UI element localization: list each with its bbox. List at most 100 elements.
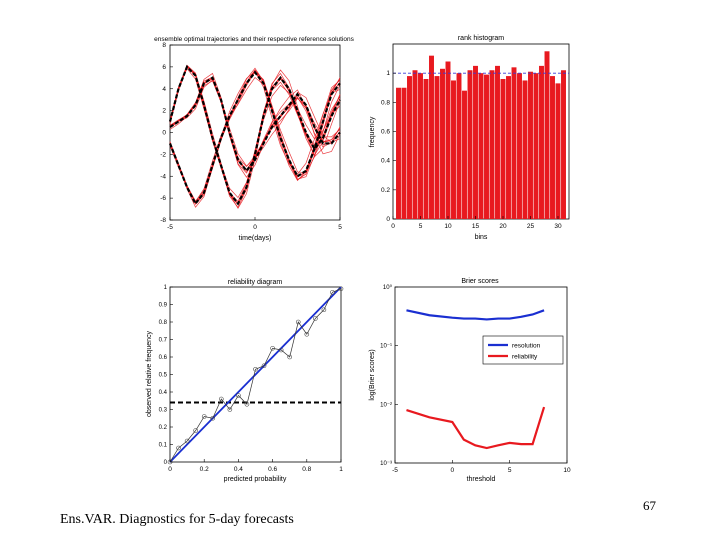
brier-xlabel: threshold <box>467 476 496 483</box>
reliability-point-10 <box>244 401 250 407</box>
traj-ytick-label-6: 4 <box>162 86 166 93</box>
traj-xtick-label-2: 5 <box>338 224 342 231</box>
reliability-observed-line <box>169 288 342 463</box>
brier-reliability-line <box>406 406 546 450</box>
hist-xtick-label-6: 30 <box>554 223 562 230</box>
brier-ylabel: log(Brier scores) <box>369 349 376 400</box>
histogram-bar-27 <box>539 65 544 219</box>
reliability-point-5 <box>201 414 207 419</box>
brier-xtick-label-3: 10 <box>563 467 571 474</box>
histogram-bar-29 <box>550 76 555 219</box>
brier-xtick-label-1: 0 <box>451 467 455 474</box>
reliability-point-8 <box>227 407 233 412</box>
brier-x-ticks: -5 0 5 10 <box>392 460 571 474</box>
brier-chart: Brier scores 10⁰ 10⁻¹ 10⁻² 10⁻³ -5 0 5 10 reso… <box>369 278 571 483</box>
reliability-point-7 <box>219 396 224 402</box>
histogram-bar-5 <box>418 73 423 220</box>
brier-xtick-label-0: -5 <box>392 467 398 474</box>
rank-histogram-x-ticks: 0 5 10 15 20 25 30 <box>391 216 562 230</box>
rel-xtick-label-4: 0.8 <box>302 466 311 473</box>
reliability-xlabel: predicted probability <box>224 476 287 483</box>
histogram-bar-9 <box>440 68 445 220</box>
reliability-point-9 <box>236 393 241 398</box>
histogram-bar-19 <box>495 65 500 219</box>
reliability-points <box>167 286 344 465</box>
rank-histogram-xlabel: bins <box>475 234 488 241</box>
reliability-point-3 <box>184 438 190 444</box>
histogram-bar-1 <box>396 87 401 219</box>
hist-xtick-label-2: 10 <box>444 223 452 230</box>
brier-ytick-label-2: 10⁻² <box>380 402 392 408</box>
histogram-bar-14 <box>467 70 473 219</box>
histogram-bar-31 <box>561 70 566 219</box>
traj-ytick-label-2: -4 <box>160 173 166 180</box>
histogram-bar-18 <box>489 70 495 219</box>
reliability-title: reliability diagram <box>228 279 283 286</box>
rel-ytick-label-4: 0.4 <box>159 390 168 396</box>
trajectories-xlabel: time(days) <box>239 235 272 242</box>
rank-histogram-ylabel: frequency <box>369 116 376 147</box>
rel-xtick-label-5: 1 <box>339 466 343 473</box>
histogram-bar-28 <box>544 51 550 219</box>
rel-ytick-label-8: 0.8 <box>159 320 168 326</box>
hist-xtick-label-1: 5 <box>419 223 423 230</box>
rank-histogram-title: rank histogram <box>458 35 504 42</box>
reliability-point-13 <box>270 345 275 351</box>
hist-ytick-label-1: 0.2 <box>381 187 390 194</box>
reliability-point-19 <box>321 307 327 313</box>
hist-ytick-label-3: 0.6 <box>381 129 390 136</box>
rank-histogram-chart: rank histogram 0 0.2 0.4 0.6 0.8 1 0 5 10 15 20 25… <box>369 35 570 241</box>
reliability-point-15 <box>287 354 293 360</box>
hist-xtick-label-0: 0 <box>391 223 395 230</box>
histogram-bar-7 <box>429 55 434 219</box>
rank-histogram-y-ticks: 0 0.2 0.4 0.6 0.8 1 <box>381 70 396 223</box>
histogram-bar-17 <box>484 74 489 219</box>
trajectories-references <box>168 64 341 206</box>
reliability-point-2 <box>176 445 181 451</box>
hist-ytick-label-2: 0.4 <box>381 158 390 165</box>
hist-ytick-label-4: 0.8 <box>381 99 390 106</box>
histogram-bar-22 <box>511 67 517 219</box>
traj-ytick-label-0: -8 <box>160 217 166 224</box>
brier-legend-reliability-label: reliability <box>512 354 538 361</box>
brier-legend: resolution reliability <box>482 335 564 365</box>
hist-ytick-label-5: 1 <box>386 70 390 77</box>
rel-xtick-label-2: 0.4 <box>234 466 243 473</box>
traj-ytick-label-4: 0 <box>162 130 166 137</box>
histogram-bar-11 <box>451 80 456 219</box>
brier-plot-area <box>394 286 568 464</box>
histogram-bar-13 <box>462 90 467 220</box>
hist-xtick-label-3: 15 <box>472 223 480 230</box>
brier-y-ticks: 10⁰ 10⁻¹ 10⁻² 10⁻³ <box>380 284 398 467</box>
reference-line-1 <box>168 64 341 206</box>
histogram-bar-10 <box>445 61 451 219</box>
histogram-bar-6 <box>423 79 429 219</box>
traj-ytick-label-3: -2 <box>160 151 166 158</box>
brier-ytick-label-0: 10⁰ <box>383 284 393 291</box>
histogram-bar-16 <box>478 73 484 220</box>
rel-ytick-label-2: 0.2 <box>159 425 168 431</box>
reliability-x-ticks: 0 0.2 0.4 0.6 0.8 1 <box>168 459 343 473</box>
traj-ytick-label-1: -6 <box>160 195 166 202</box>
brier-title: Brier scores <box>461 278 499 285</box>
rel-xtick-label-1: 0.2 <box>200 466 209 473</box>
reliability-perfect-line <box>169 286 342 463</box>
histogram-bar-26 <box>533 73 539 220</box>
rel-ytick-label-6: 0.6 <box>159 355 168 361</box>
reliability-y-ticks: 0 0.1 0.2 0.3 0.4 0.5 0.6 0.7 0.8 0.9 1 <box>159 285 173 466</box>
reliability-point-21 <box>338 286 344 292</box>
rel-ytick-label-1: 0.1 <box>159 443 168 449</box>
reliability-point-18 <box>313 316 318 321</box>
reliability-point-16 <box>295 319 301 325</box>
trajectories-title: ensemble optimal trajectories and their … <box>154 36 355 43</box>
histogram-bar-24 <box>522 80 528 219</box>
rank-histogram-bars <box>396 51 566 220</box>
traj-ytick-label-7: 6 <box>162 64 166 71</box>
histogram-bar-25 <box>528 71 533 219</box>
histogram-bar-4 <box>412 70 418 219</box>
brier-ytick-label-1: 10⁻¹ <box>380 344 392 350</box>
brier-resolution-line <box>406 309 545 321</box>
traj-ytick-label-5: 2 <box>162 108 166 115</box>
ensemble-line-3-7 <box>169 80 341 168</box>
